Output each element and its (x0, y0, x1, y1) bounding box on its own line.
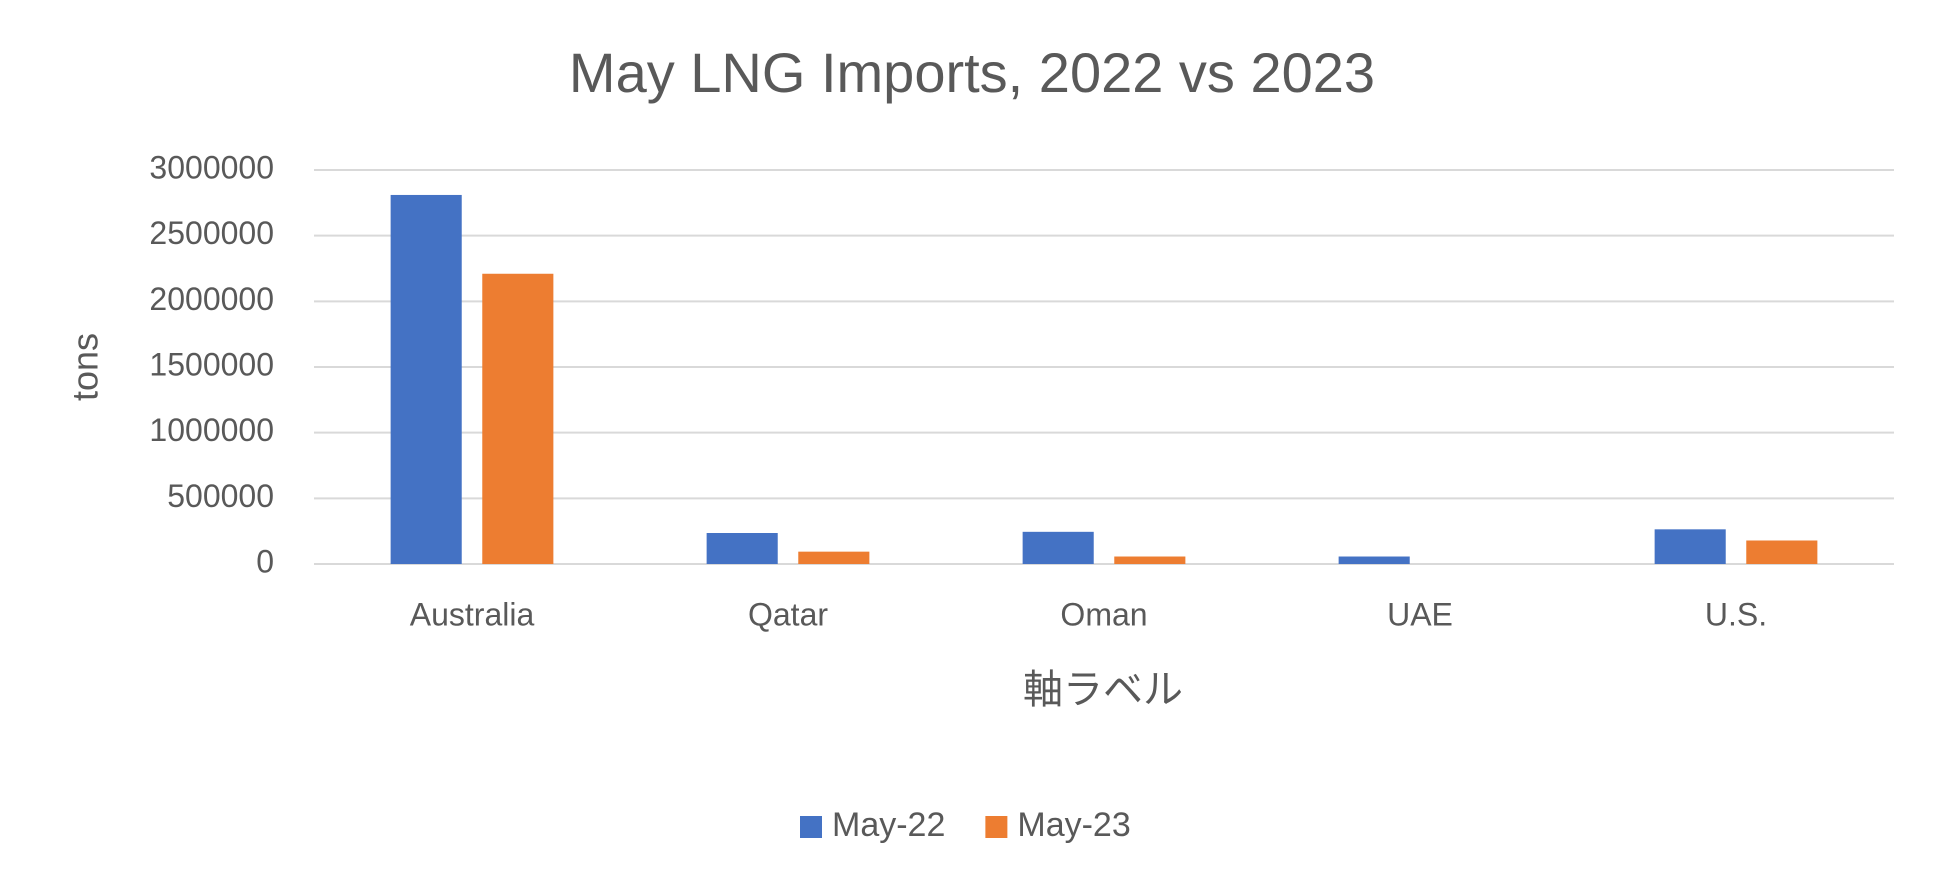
x-tick-label: Qatar (748, 596, 828, 632)
y-tick-label: 1500000 (149, 346, 274, 382)
y-tick-label: 2500000 (149, 215, 274, 251)
chart-title: May LNG Imports, 2022 vs 2023 (569, 41, 1375, 104)
bar (1114, 556, 1186, 564)
y-tick-label: 2000000 (149, 281, 274, 317)
y-tick-label: 1000000 (149, 412, 274, 448)
x-tick-label: Oman (1060, 596, 1147, 632)
legend-label: May-23 (1017, 806, 1130, 844)
x-tick-label: Australia (410, 596, 535, 632)
bar (482, 273, 554, 564)
legend-swatch (800, 816, 822, 838)
legend-label: May-22 (832, 806, 945, 844)
y-tick-label: 3000000 (149, 149, 274, 185)
bar (1746, 540, 1818, 564)
x-axis-title: 軸ラベル (1023, 667, 1183, 713)
y-tick-label: 0 (256, 543, 274, 579)
y-axis-title: tons (65, 333, 106, 401)
y-tick-label: 500000 (167, 478, 274, 514)
bar (706, 533, 778, 564)
bar (798, 551, 870, 564)
bar (1338, 556, 1410, 564)
legend-swatch (985, 816, 1008, 838)
bar (1022, 531, 1094, 564)
x-tick-label: U.S. (1705, 596, 1767, 632)
bar (1654, 529, 1726, 564)
bar (390, 194, 462, 564)
x-tick-label: UAE (1387, 596, 1453, 632)
